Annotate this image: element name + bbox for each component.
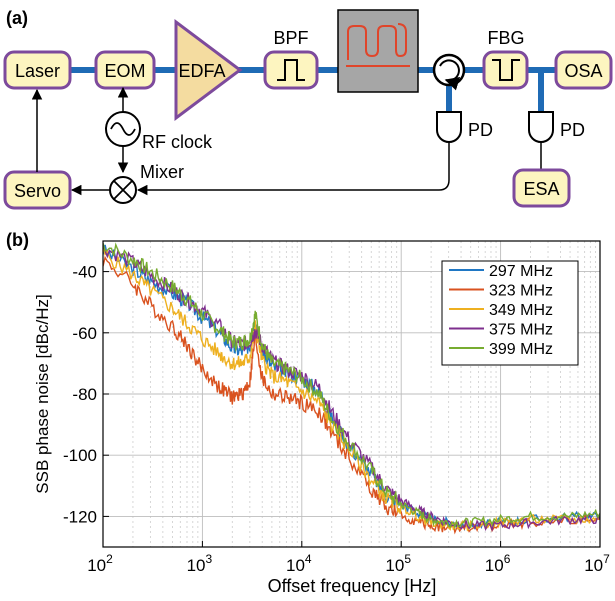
eom-block: EOM [94,50,156,90]
servo-label: Servo [14,181,61,201]
legend-label: 375 MHz [489,322,553,339]
y-tick-label: -100 [63,446,97,465]
laser-block: Laser [3,50,72,90]
photodetector-icon [528,111,554,143]
x-tick-label: 107 [584,552,610,575]
bpf-box [263,50,319,90]
series-line-323-mhz [103,255,600,535]
bandpass-filter-icon [277,59,305,81]
pd1-label: PD [468,120,493,140]
edfa-amplifier-shape [174,19,243,121]
y-axis-ticks: -40 -60 -80 -100 -120 [63,263,109,526]
legend-label: 399 MHz [489,341,553,358]
chart-series-layer [103,242,600,535]
panel-b-phase-noise-chart: (b) -40 -60 -80 -100 -120 102 103 104 105 106 107… [6,230,610,596]
pd2-label: PD [560,120,585,140]
legend-label: 323 MHz [489,283,553,300]
y-tick-label: -120 [63,507,97,526]
esa-box [512,168,571,208]
circulator [432,53,466,91]
x-tick-label: 102 [87,552,113,575]
x-tick-label: 103 [187,552,213,575]
esa-label: ESA [523,179,559,199]
rf-clock-source: RF clock [105,86,213,174]
x-axis-ticks: 102 103 104 105 106 107 [87,541,610,575]
osa-block: OSA [554,50,613,90]
circulator-arrow-icon [439,59,461,91]
fbg-box [482,50,529,90]
y-tick-label: -40 [72,263,97,282]
y-tick-label: -60 [72,324,97,343]
eom-label: EOM [104,61,145,81]
y-tick-label: -80 [72,385,97,404]
laser-label: Laser [15,61,60,81]
osa-box [554,50,613,90]
chart-legend: 297 MHz 323 MHz 349 MHz 375 MHz 399 MHz [441,260,579,366]
osa-label: OSA [564,61,602,81]
fbg-block: FBG [482,28,529,90]
fbg-label: FBG [487,28,524,48]
serpentine-waveguide-icon [347,23,407,60]
panel-a-label: (a) [6,8,28,28]
legend-label: 297 MHz [489,263,553,280]
mixer-cross-icon [113,180,133,200]
x-axis-label: Offset frequency [Hz] [268,576,437,596]
sine-wave-icon [110,122,136,136]
legend-label: 349 MHz [489,302,553,319]
edfa-label: EDFA [178,61,225,81]
wire-pd-mixer [136,142,450,196]
notch-filter-icon [492,59,520,81]
series-line-399-mhz [103,242,600,530]
bpf-block: BPF [263,28,319,90]
esa-block: ESA [512,142,571,208]
x-tick-label: 106 [485,552,511,575]
mixer: Mixer [109,162,184,204]
panel-a-setup-diagram: (a) Laser EOM EDFA [3,8,613,210]
photodetector-1: PD [436,111,493,143]
photodetector-icon [436,111,462,143]
resonator-block [337,9,419,93]
x-tick-label: 104 [286,552,312,575]
laser-box [3,50,72,90]
panel-b-label: (b) [6,230,29,250]
bpf-label: BPF [273,28,308,48]
edfa-block: EDFA [174,19,243,121]
y-axis-label: SSB phase noise [dBc/Hz] [33,294,52,493]
servo-block: Servo [3,88,110,210]
x-tick-label: 105 [385,552,411,575]
rf-clock-label: RF clock [142,132,213,152]
mixer-label: Mixer [140,162,184,182]
photodetector-2: PD [528,111,585,143]
